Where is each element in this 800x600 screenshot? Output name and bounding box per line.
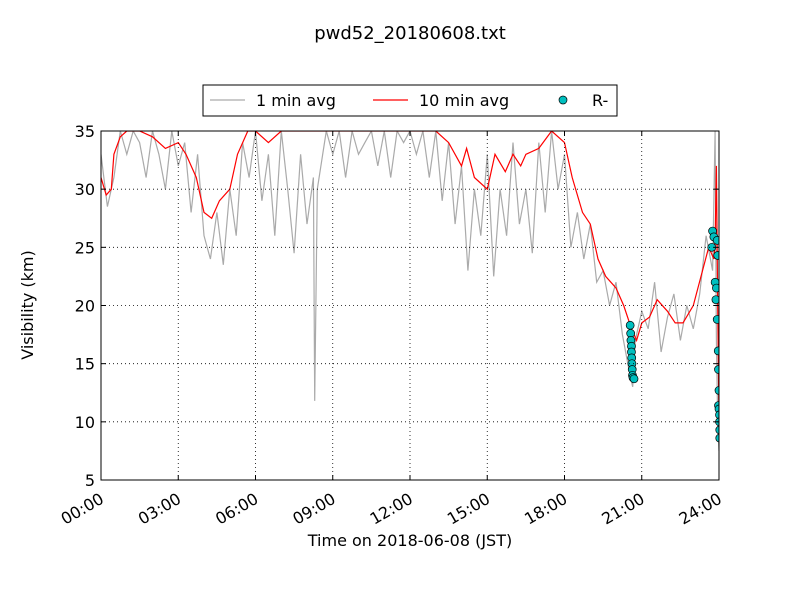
- point: [713, 346, 719, 356]
- x-tick-label: 12:00: [367, 489, 416, 529]
- legend-label: 10 min avg: [419, 91, 509, 110]
- point: [629, 374, 639, 384]
- y-tick-label: 15: [75, 355, 95, 374]
- y-tick-label: 35: [75, 122, 95, 141]
- y-tick-label: 25: [75, 238, 95, 257]
- legend: 1 min avg 10 min avg R-: [202, 84, 618, 117]
- x-tick-label: 03:00: [135, 489, 184, 529]
- legend-label: R-: [592, 91, 608, 110]
- line-1: [101, 131, 719, 422]
- point: [715, 433, 719, 443]
- line-0: [101, 131, 719, 451]
- plot-area: [101, 131, 719, 451]
- y-tick-label: 30: [75, 180, 95, 199]
- y-axis-label: Visibility (km): [18, 250, 37, 359]
- y-tick-label: 10: [75, 413, 95, 432]
- x-tick-label: 09:00: [289, 489, 338, 529]
- point: [712, 283, 719, 293]
- point: [625, 320, 635, 330]
- x-tick-label: 18:00: [521, 489, 570, 529]
- point: [715, 425, 719, 435]
- point: [714, 386, 719, 395]
- chart-title: pwd52_20180608.txt: [314, 23, 506, 44]
- point: [712, 315, 719, 324]
- legend-box: [202, 84, 618, 117]
- legend-label: 1 min avg: [256, 91, 336, 110]
- x-tick-label: 15:00: [444, 489, 493, 529]
- legend-marker: [558, 95, 568, 105]
- point: [712, 236, 719, 245]
- point: [713, 251, 719, 260]
- y-tick-label: 20: [75, 297, 95, 316]
- x-tick-label: 00:00: [58, 489, 107, 529]
- x-tick-label: 21:00: [598, 489, 647, 529]
- y-tick-label: 5: [85, 471, 95, 490]
- point: [714, 365, 719, 374]
- x-tick-label: 06:00: [212, 489, 261, 529]
- x-axis-label: Time on 2018-06-08 (JST): [307, 531, 512, 550]
- point: [715, 410, 719, 420]
- x-tick-label: 24:00: [676, 489, 725, 529]
- point: [711, 295, 719, 305]
